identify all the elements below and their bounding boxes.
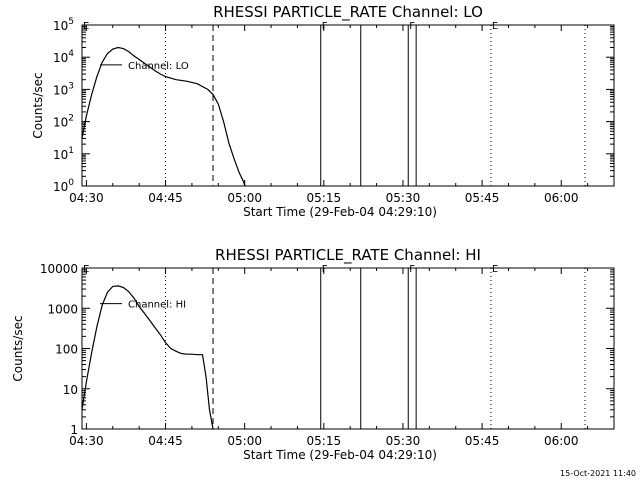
y-tick-base: 10 [53, 148, 68, 162]
y-tick-label: 1000 [47, 302, 78, 316]
y-tick-label: 103 [53, 81, 74, 97]
x-tick-label: 05:15 [307, 191, 342, 205]
chart-title: RHESSI PARTICLE_RATE Channel: LO [213, 3, 483, 22]
y-tick-label: 10000 [40, 262, 78, 276]
top-chart-panel: RHESSI PARTICLE_RATE Channel: LO 04:30 04:… [31, 3, 615, 219]
y-tick-base: 10 [53, 83, 68, 97]
legend-label: Channel: HI [128, 300, 186, 311]
x-tick-label: 06:00 [544, 191, 579, 205]
legend-label: Channel: LO [128, 61, 189, 72]
series-line [81, 46, 246, 187]
x-tick-label: 05:15 [307, 434, 342, 448]
y-tick-label: 102 [53, 114, 74, 130]
y-tick-base: 10 [53, 51, 68, 65]
y-tick-exponent: 3 [68, 81, 74, 91]
x-tick-label: 05:45 [465, 191, 500, 205]
y-tick-label: 100 [55, 343, 78, 357]
chart-title: RHESSI PARTICLE_RATE Channel: HI [215, 246, 481, 265]
x-tick-label: 06:00 [544, 434, 579, 448]
series-line [81, 285, 214, 430]
y-tick-exponent: 0 [68, 178, 74, 188]
event-flag-label: F [409, 264, 415, 275]
y-tick-base: 10 [53, 19, 68, 33]
x-tick-label: 05:30 [386, 434, 421, 448]
y-tick-label: 10 [63, 383, 78, 397]
x-axis-title: Start Time (29-Feb-04 04:29:10) [243, 205, 437, 219]
y-tick-exponent: 5 [68, 17, 74, 27]
x-tick-label: 04:45 [148, 191, 183, 205]
y-tick-label: 100 [53, 178, 74, 194]
x-tick-label: 04:30 [69, 434, 104, 448]
event-flag-label: E [492, 264, 498, 275]
x-tick-label: 05:45 [465, 434, 500, 448]
x-tick-label: 04:30 [69, 191, 104, 205]
y-tick-label: 101 [53, 146, 74, 162]
y-axis-title: Counts/sec [31, 72, 45, 138]
y-tick-exponent: 1 [68, 146, 74, 156]
plot-frame [81, 24, 615, 187]
event-flag-label: F [409, 21, 415, 32]
footer-timestamp: 15-Oct-2021 11:40 [560, 469, 636, 478]
event-flag-label: E [492, 21, 498, 32]
y-tick-base: 10 [53, 116, 68, 130]
x-tick-label: 05:00 [227, 191, 262, 205]
event-flag-label: F [322, 21, 328, 32]
y-tick-base: 10 [53, 180, 68, 194]
y-tick-label: 105 [53, 17, 74, 33]
x-tick-label: 04:45 [148, 434, 183, 448]
y-tick-label: 1 [70, 423, 78, 437]
event-flag-label: E [83, 264, 89, 275]
x-tick-label: 05:00 [227, 434, 262, 448]
event-flag-label: F [322, 264, 328, 275]
y-tick-exponent: 2 [68, 114, 74, 124]
bottom-chart-panel: RHESSI PARTICLE_RATE Channel: HI 04:30 04:… [11, 246, 615, 462]
y-tick-exponent: 4 [68, 49, 74, 59]
y-axis-title: Counts/sec [11, 315, 25, 381]
x-tick-label: 05:30 [386, 191, 421, 205]
event-flag-label: E [83, 21, 89, 32]
y-tick-label: 104 [53, 49, 74, 65]
x-axis-title: Start Time (29-Feb-04 04:29:10) [243, 448, 437, 462]
